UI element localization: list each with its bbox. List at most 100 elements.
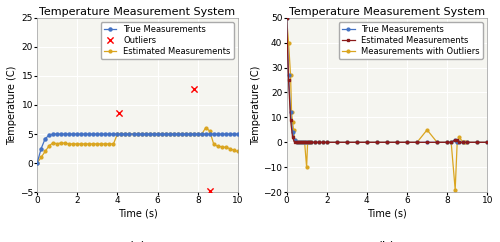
True Measurements <box>316 141 322 144</box>
Estimated Measurements <box>78 143 84 145</box>
True Measurements <box>294 141 300 144</box>
Estimated Measurements <box>374 141 380 144</box>
Estimated Measurements <box>464 141 470 144</box>
True Measurements <box>464 141 470 144</box>
True Measurements <box>384 141 390 144</box>
True Measurements <box>344 141 350 144</box>
Estimated Measurements <box>444 141 450 144</box>
Measurements with Outliers <box>354 141 360 144</box>
Estimated Measurements <box>456 141 462 144</box>
Measurements with Outliers <box>284 16 290 19</box>
True Measurements <box>82 133 88 136</box>
Estimated Measurements <box>452 138 458 141</box>
True Measurements <box>288 111 294 114</box>
Estimated Measurements <box>324 141 330 144</box>
Line: Measurements with Outliers: Measurements with Outliers <box>285 16 488 191</box>
Estimated Measurements <box>354 141 360 144</box>
Y-axis label: Temperature (C): Temperature (C) <box>250 65 260 145</box>
Measurements with Outliers <box>288 111 294 114</box>
True Measurements <box>304 141 310 144</box>
True Measurements <box>334 141 340 144</box>
True Measurements <box>364 141 370 144</box>
Measurements with Outliers <box>304 166 310 169</box>
Estimated Measurements <box>203 126 209 129</box>
Measurements with Outliers <box>320 141 326 144</box>
Measurements with Outliers <box>312 141 318 144</box>
Measurements with Outliers <box>296 141 302 144</box>
Estimated Measurements <box>231 149 237 152</box>
Estimated Measurements <box>290 136 296 139</box>
Line: True Measurements: True Measurements <box>36 132 240 165</box>
Measurements with Outliers <box>484 141 490 144</box>
True Measurements <box>300 141 306 144</box>
Y-axis label: Temperature (C): Temperature (C) <box>7 65 17 145</box>
True Measurements <box>434 141 440 144</box>
Estimated Measurements <box>294 141 300 144</box>
Measurements with Outliers <box>302 141 308 144</box>
Title: Temperature Measurement System: Temperature Measurement System <box>40 7 235 17</box>
Measurements with Outliers <box>364 141 370 144</box>
Estimated Measurements <box>384 141 390 144</box>
True Measurements <box>474 141 480 144</box>
Estimated Measurements <box>404 141 410 144</box>
Measurements with Outliers <box>452 188 458 191</box>
True Measurements <box>374 141 380 144</box>
True Measurements <box>394 141 400 144</box>
True Measurements <box>454 141 460 144</box>
Measurements with Outliers <box>288 74 294 76</box>
Estimated Measurements <box>484 141 490 144</box>
Estimated Measurements <box>344 141 350 144</box>
Measurements with Outliers <box>316 141 322 144</box>
True Measurements <box>292 138 298 141</box>
Estimated Measurements <box>235 150 241 153</box>
True Measurements <box>404 141 410 144</box>
Estimated Measurements <box>178 133 184 136</box>
Measurements with Outliers <box>324 141 330 144</box>
Outliers <box>116 111 124 114</box>
Measurements with Outliers <box>304 141 310 144</box>
Estimated Measurements <box>284 16 290 19</box>
True Measurements <box>284 16 290 19</box>
True Measurements <box>50 133 56 136</box>
Estimated Measurements <box>364 141 370 144</box>
Estimated Measurements <box>300 141 306 144</box>
Estimated Measurements <box>34 162 40 165</box>
True Measurements <box>414 141 420 144</box>
Measurements with Outliers <box>294 141 300 144</box>
Text: (a): (a) <box>129 241 146 242</box>
True Measurements <box>354 141 360 144</box>
True Measurements <box>320 141 326 144</box>
True Measurements <box>298 141 304 144</box>
True Measurements <box>484 141 490 144</box>
Title: Temperature Measurement System: Temperature Measurement System <box>289 7 485 17</box>
Measurements with Outliers <box>384 141 390 144</box>
Estimated Measurements <box>316 141 322 144</box>
True Measurements <box>308 141 314 144</box>
Measurements with Outliers <box>290 129 296 131</box>
Measurements with Outliers <box>394 141 400 144</box>
Measurements with Outliers <box>298 141 304 144</box>
True Measurements <box>231 133 237 136</box>
True Measurements <box>424 141 430 144</box>
True Measurements <box>170 133 176 136</box>
Measurements with Outliers <box>434 141 440 144</box>
Text: (b): (b) <box>378 241 396 242</box>
True Measurements <box>102 133 108 136</box>
Legend: True Measurements, Estimated Measurements, Measurements with Outliers: True Measurements, Estimated Measurement… <box>338 22 483 59</box>
True Measurements <box>290 131 296 134</box>
Estimated Measurements <box>320 141 326 144</box>
Measurements with Outliers <box>404 141 410 144</box>
Outliers <box>206 189 214 193</box>
Measurements with Outliers <box>300 141 306 144</box>
Estimated Measurements <box>296 141 302 144</box>
True Measurements <box>444 141 450 144</box>
Measurements with Outliers <box>292 138 298 141</box>
Estimated Measurements <box>312 141 318 144</box>
Estimated Measurements <box>306 141 312 144</box>
True Measurements <box>324 141 330 144</box>
True Measurements <box>452 138 458 141</box>
True Measurements <box>286 74 292 76</box>
Measurements with Outliers <box>308 141 314 144</box>
True Measurements <box>312 141 318 144</box>
Measurements with Outliers <box>286 41 292 44</box>
